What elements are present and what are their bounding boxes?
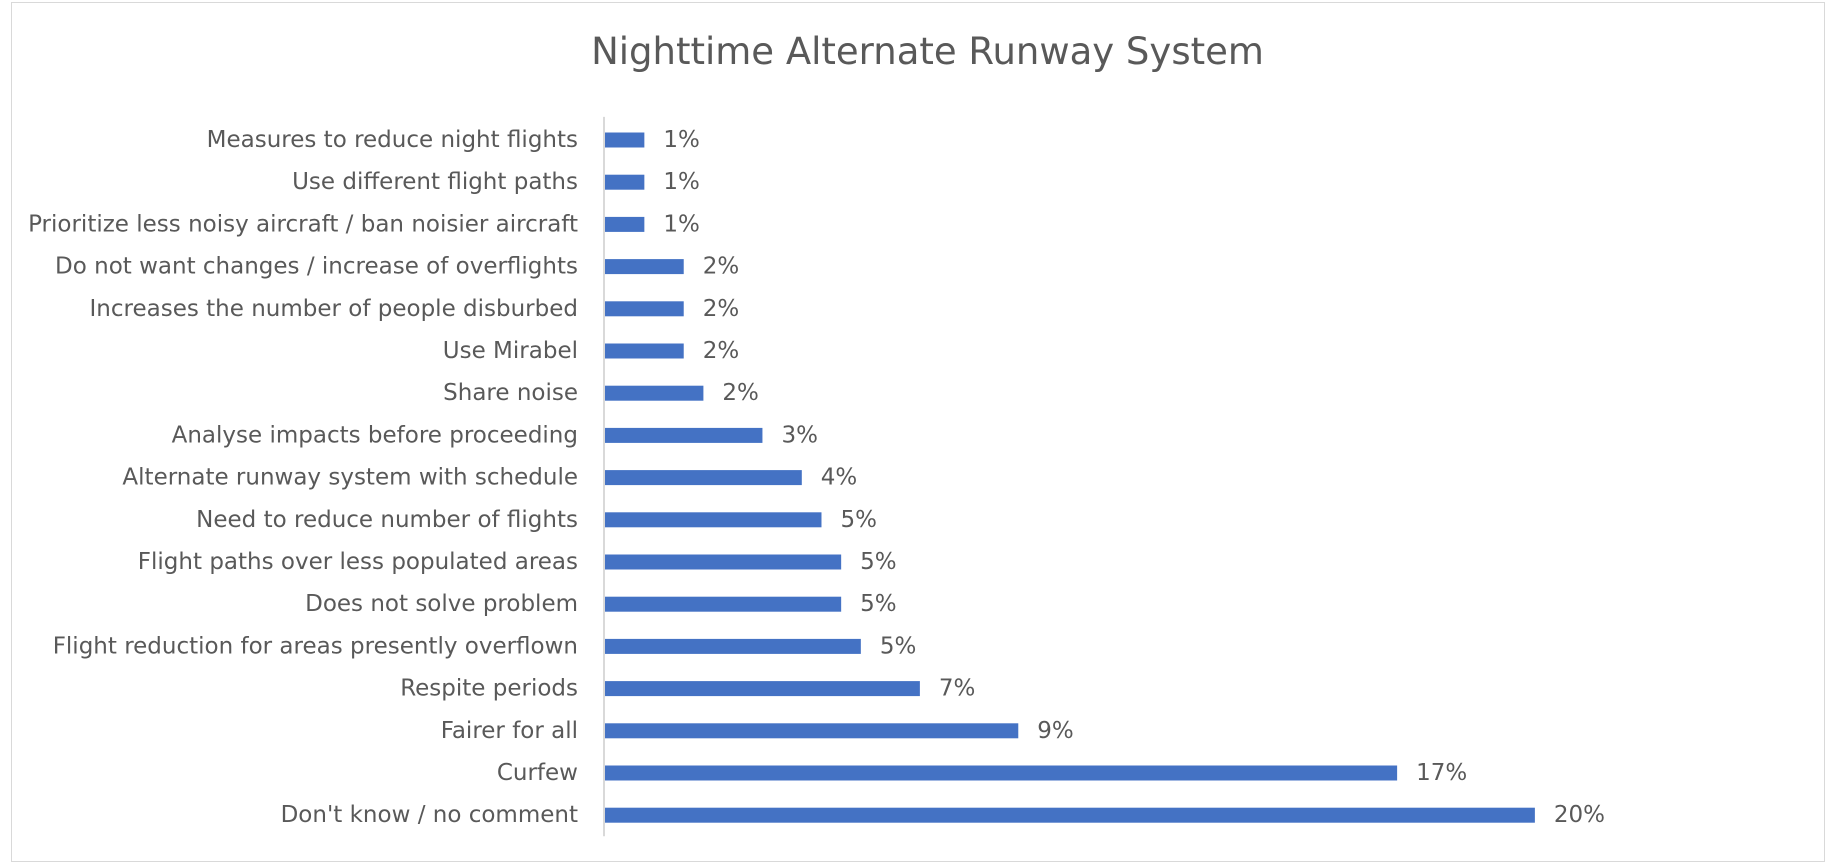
bar [605,596,842,612]
data-label: 7% [939,676,976,702]
category-label: Fairer for all [441,718,578,744]
category-label: Do not want changes / increase of overfl… [55,254,578,280]
data-label: 20% [1554,802,1605,828]
bar [605,427,763,443]
category-label: Flight reduction for areas presently ove… [53,633,578,659]
data-label: 5% [880,633,917,659]
bar [605,343,684,359]
data-label: 5% [840,507,877,533]
data-label: 5% [860,549,897,575]
category-label: Does not solve problem [305,591,578,617]
bar [605,723,1019,739]
category-label: Need to reduce number of flights [196,507,578,533]
category-label: Curfew [497,760,578,786]
bar [605,554,842,570]
chart-frame [11,2,1825,862]
chart-title: Nighttime Alternate Runway System [591,30,1264,73]
data-label: 4% [821,465,858,491]
category-label: Analyse impacts before proceeding [172,422,578,448]
category-label: Prioritize less noisy aircraft / ban noi… [28,211,578,237]
data-label: 3% [781,422,818,448]
data-label: 2% [703,254,740,280]
category-label: Alternate runway system with schedule [122,465,578,491]
category-label: Use different flight paths [292,169,578,195]
category-label: Flight paths over less populated areas [138,549,578,575]
data-label: 17% [1416,760,1467,786]
bar [605,132,645,148]
data-label: 2% [703,338,740,364]
data-label: 1% [663,127,700,153]
category-label: Don't know / no comment [281,802,578,828]
data-label: 5% [860,591,897,617]
bar [605,470,802,486]
category-label: Measures to reduce night flights [207,127,578,153]
category-label: Respite periods [400,676,578,702]
bar [605,638,861,654]
category-label: Use Mirabel [443,338,578,364]
category-label: Increases the number of people disburbed [90,296,578,322]
bar [605,174,645,190]
bar [605,216,645,232]
bar [605,385,704,401]
category-label: Share noise [443,380,578,406]
bar [605,259,684,275]
data-label: 2% [722,380,759,406]
bar [605,765,1398,781]
data-label: 2% [703,296,740,322]
bar [605,807,1535,823]
bar [605,301,684,317]
data-label: 1% [663,169,700,195]
data-label: 1% [663,211,700,237]
data-label: 9% [1037,718,1074,744]
bar [605,512,822,528]
bar [605,681,920,697]
